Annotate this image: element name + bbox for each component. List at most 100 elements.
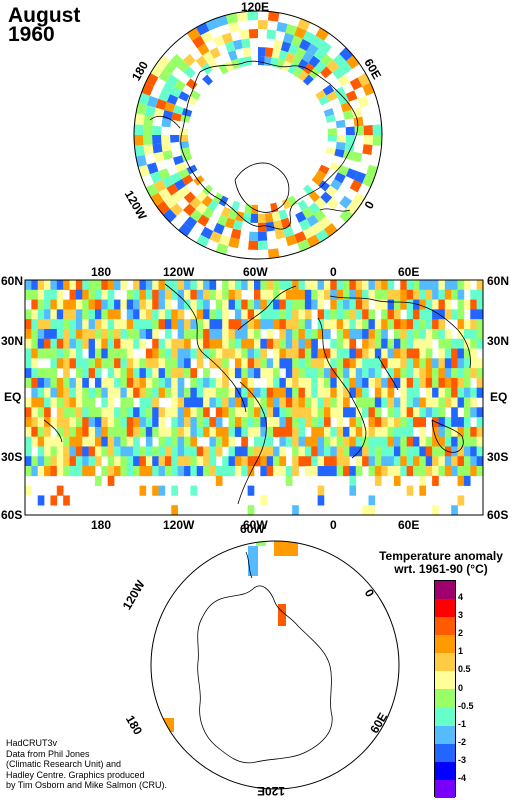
anomaly-cell (298, 407, 306, 418)
anomaly-cell (163, 61, 177, 75)
anomaly-cell (264, 212, 274, 223)
anomaly-cell (164, 436, 172, 447)
anomaly-cell (273, 299, 280, 310)
anomaly-cell (276, 21, 288, 33)
anomaly-cell (273, 407, 280, 418)
anomaly-cell (218, 234, 231, 247)
anomaly-cell (304, 368, 312, 379)
anomaly-cell (75, 387, 83, 398)
anomaly-cell (241, 358, 248, 369)
anomaly-cell (278, 12, 291, 24)
anomaly-cell (387, 407, 395, 418)
anomaly-cell (133, 436, 140, 447)
anomaly-cell (393, 475, 401, 486)
anomaly-cell (56, 387, 64, 398)
anomaly-cell (278, 209, 289, 220)
anomaly-cell (164, 446, 172, 457)
anomaly-cell (69, 338, 77, 349)
anomaly-cell (222, 280, 229, 291)
anomaly-cell (152, 319, 159, 330)
anomaly-cell (419, 407, 427, 418)
anomaly-cell (63, 338, 70, 349)
anomaly-cell (381, 299, 388, 310)
anomaly-cell (195, 202, 208, 215)
anomaly-cell (274, 228, 286, 240)
anomaly-cell (152, 309, 159, 320)
anomaly-cell (215, 387, 223, 398)
anomaly-cell (234, 417, 242, 428)
anomaly-cell (349, 299, 357, 310)
anomaly-cell (273, 338, 280, 349)
anomaly-cell (283, 226, 295, 238)
anomaly-cell (311, 466, 318, 477)
anomaly-cell (145, 417, 153, 428)
anomaly-cell (260, 436, 268, 447)
anomaly-cell (387, 466, 395, 477)
anomaly-cell (336, 426, 344, 437)
anomaly-cell (400, 289, 407, 300)
anomaly-cell (202, 74, 213, 86)
anomaly-cell (463, 377, 471, 389)
anomaly-cell (114, 407, 121, 418)
anomaly-cell (368, 358, 376, 369)
anomaly-cell (336, 377, 344, 389)
anomaly-cell (215, 397, 223, 408)
anomaly-cell (266, 466, 274, 477)
anomaly-cell (323, 387, 331, 398)
anomaly-cell (177, 446, 185, 457)
anomaly-cell (44, 299, 51, 310)
legend-tick-label: -1 (458, 718, 467, 729)
anomaly-cell (215, 243, 229, 255)
anomaly-cell (120, 407, 128, 418)
anomaly-cell (387, 280, 395, 291)
anomaly-cell (158, 426, 166, 437)
anomaly-cell (31, 417, 39, 428)
anomaly-cell (171, 358, 178, 369)
anomaly-cell (298, 446, 306, 457)
anomaly-cell (234, 368, 242, 379)
anomaly-cell (438, 289, 446, 300)
anomaly-cell (114, 456, 121, 467)
anomaly-cell (343, 280, 350, 291)
anomaly-cell (330, 446, 337, 457)
anomaly-cell (37, 309, 45, 320)
anomaly-cell (406, 387, 414, 398)
anomaly-cell (120, 348, 128, 359)
anomaly-cell (114, 309, 121, 320)
anomaly-cell (158, 387, 166, 398)
anomaly-cell (432, 299, 439, 310)
anomaly-cell (393, 289, 401, 300)
anomaly-cell (228, 299, 236, 310)
anomaly-cell (311, 280, 318, 291)
anomaly-cell (101, 280, 108, 291)
anomaly-cell (88, 280, 96, 291)
anomaly-cell (162, 150, 173, 161)
anomaly-cell (152, 328, 159, 340)
anomaly-cell (311, 299, 318, 310)
anomaly-cell (279, 319, 287, 330)
anomaly-cell (362, 289, 369, 300)
anomaly-cell (145, 183, 159, 197)
anomaly-cell (241, 426, 248, 437)
anomaly-cell (260, 348, 268, 359)
anomaly-cell (203, 456, 210, 467)
anomaly-cell (222, 466, 229, 477)
anomaly-cell (25, 485, 32, 496)
anomaly-cell (120, 319, 128, 330)
legend-swatch (435, 779, 455, 798)
anomaly-cell (114, 426, 121, 437)
anomaly-cell (381, 319, 388, 330)
anomaly-cell (349, 417, 357, 428)
anomaly-cell (266, 417, 274, 428)
anomaly-cell (292, 348, 299, 359)
anomaly-cell (470, 309, 477, 320)
anomaly-cell (202, 184, 213, 196)
anomaly-cell (107, 466, 115, 477)
anomaly-cell (355, 397, 363, 408)
anomaly-cell (145, 377, 153, 389)
legend-swatch (435, 761, 455, 780)
anomaly-cell (184, 289, 191, 300)
anomaly-cell (143, 125, 153, 135)
anomaly-cell (158, 168, 171, 180)
